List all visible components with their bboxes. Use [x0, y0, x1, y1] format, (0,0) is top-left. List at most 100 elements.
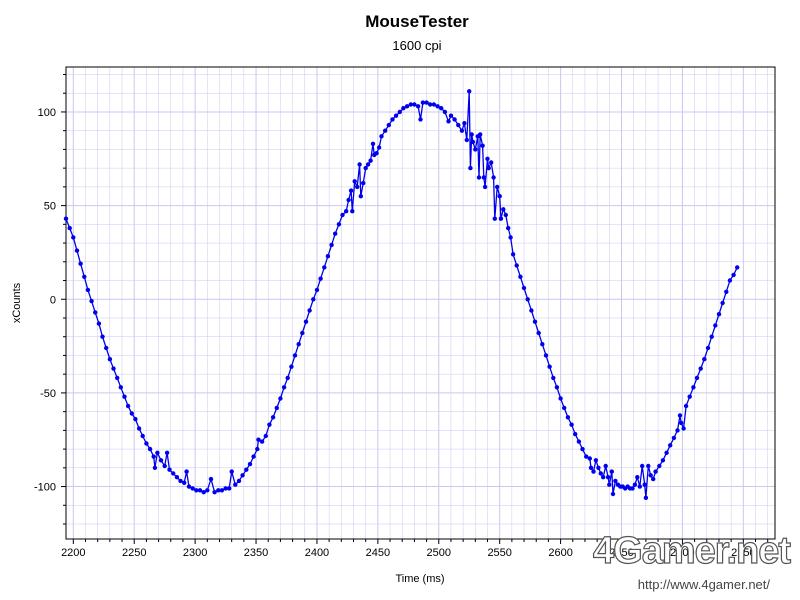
data-point	[646, 463, 651, 469]
data-point	[630, 486, 635, 491]
data-point	[348, 188, 354, 193]
data-point	[100, 334, 105, 339]
data-point	[303, 319, 309, 324]
data-point	[420, 100, 426, 105]
data-point	[510, 252, 516, 257]
data-point	[651, 476, 656, 482]
data-point	[489, 160, 494, 165]
data-point	[104, 345, 109, 351]
data-point	[554, 385, 560, 390]
data-point	[263, 433, 268, 439]
data-point	[404, 104, 410, 109]
data-point	[122, 394, 127, 399]
data-point	[229, 469, 234, 474]
data-point	[424, 100, 429, 105]
data-point	[525, 297, 530, 302]
data-point	[607, 482, 612, 487]
data-point	[350, 209, 355, 214]
data-point	[508, 235, 513, 240]
data-point	[476, 175, 482, 180]
data-point	[71, 235, 76, 240]
data-point	[506, 225, 511, 231]
data-point	[67, 225, 72, 231]
data-point	[448, 113, 454, 118]
data-point	[498, 216, 504, 221]
data-point	[495, 184, 500, 190]
data-point	[329, 242, 334, 248]
data-point	[346, 197, 351, 203]
y-axis-label: xCounts	[11, 282, 23, 323]
chart-subtitle: 1600 cpi	[392, 38, 441, 53]
data-point	[731, 272, 736, 278]
data-point	[357, 162, 362, 167]
data-point	[247, 461, 253, 467]
data-point	[569, 422, 574, 427]
data-point	[584, 454, 589, 459]
data-point	[480, 143, 485, 148]
data-point	[408, 102, 413, 107]
data-point	[370, 141, 376, 146]
data-point	[227, 486, 232, 491]
data-point	[596, 465, 601, 470]
data-point	[89, 298, 94, 304]
data-point	[152, 465, 158, 470]
data-point	[588, 465, 594, 470]
data-point	[376, 145, 382, 150]
data-point	[164, 450, 170, 455]
data-point	[613, 478, 618, 484]
data-point	[174, 475, 180, 480]
data-point	[374, 151, 379, 156]
data-point	[344, 209, 349, 214]
data-point	[439, 106, 444, 111]
data-point	[452, 117, 457, 122]
data-point	[178, 478, 183, 484]
data-point	[486, 165, 491, 171]
data-point	[679, 420, 684, 426]
data-point	[648, 473, 653, 478]
x-tick-label: 2700	[670, 547, 694, 559]
data-point	[435, 104, 440, 109]
data-point	[543, 353, 549, 358]
x-tick-label: 2450	[366, 547, 390, 559]
data-point	[63, 216, 69, 221]
x-tick-label: 2300	[183, 547, 207, 559]
data-point	[296, 342, 301, 347]
data-point	[285, 375, 290, 381]
data-point	[340, 212, 345, 218]
data-point	[129, 411, 134, 416]
data-point	[158, 458, 164, 463]
data-point	[481, 175, 486, 180]
data-point	[521, 285, 527, 291]
data-point	[333, 231, 338, 236]
data-point	[735, 265, 740, 270]
y-tick-label: -100	[34, 482, 56, 494]
data-point	[418, 117, 423, 122]
data-point	[93, 310, 98, 315]
data-point	[167, 467, 172, 472]
data-point	[468, 165, 473, 171]
data-point	[136, 426, 142, 431]
x-tick-label: 2600	[548, 547, 572, 559]
plot-frame	[65, 66, 776, 540]
grid-layer	[66, 67, 775, 539]
data-point	[632, 482, 638, 487]
x-tick-label: 2550	[487, 547, 511, 559]
data-point	[657, 463, 662, 469]
data-point	[573, 431, 578, 437]
data-point	[368, 158, 373, 163]
data-point	[536, 330, 541, 336]
data-point	[518, 274, 523, 279]
data-point	[361, 180, 366, 186]
data-point	[491, 175, 496, 180]
data-point	[311, 297, 316, 302]
data-point	[219, 488, 225, 493]
data-point	[467, 89, 472, 94]
series-layer	[63, 89, 740, 500]
data-point	[642, 482, 647, 487]
data-point	[78, 261, 83, 266]
data-point	[501, 207, 506, 212]
x-tick-label: 2250	[122, 547, 146, 559]
data-point	[514, 263, 519, 268]
data-point	[532, 319, 538, 324]
data-point	[292, 353, 298, 358]
